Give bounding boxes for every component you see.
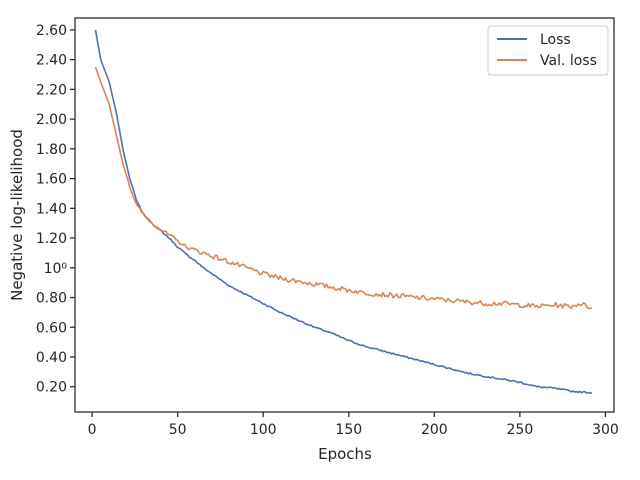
- y-tick-label: 0.40: [36, 350, 67, 366]
- y-tick-label: 0.20: [36, 380, 67, 396]
- x-tick-label: 100: [250, 422, 277, 438]
- x-tick-label: 50: [169, 422, 187, 438]
- y-tick-label: 2.40: [36, 53, 67, 69]
- series-line-loss: [94, 29, 593, 395]
- legend: Loss Val. loss: [487, 25, 609, 76]
- x-tick-label: 150: [335, 422, 362, 438]
- y-tick-label: 10⁰: [44, 261, 68, 277]
- x-tick-label: 250: [507, 422, 534, 438]
- x-axis-ticks: 0 50 100 150 200 250 300: [88, 412, 619, 438]
- y-tick-label: 0.60: [36, 320, 67, 336]
- plot-frame: [74, 17, 615, 413]
- y-axis-label: Negative log-likelihood: [8, 129, 26, 301]
- x-tick-label: 200: [421, 422, 448, 438]
- y-tick-label: 2.20: [36, 82, 67, 98]
- y-axis-ticks: 0.20 0.40 0.60 0.80 10⁰ 1.20 1.40 1.60 1.80 2.00 2…: [36, 23, 75, 396]
- legend-label-loss: Loss: [540, 32, 571, 48]
- y-tick-label: 1.20: [36, 231, 67, 247]
- y-tick-label: 0.80: [36, 291, 67, 307]
- x-tick-label: 0: [88, 422, 97, 438]
- series-group: [94, 29, 593, 395]
- y-tick-label: 1.60: [36, 172, 67, 188]
- y-tick-label: 1.80: [36, 142, 67, 158]
- x-tick-label: 300: [592, 422, 619, 438]
- y-tick-label: 1.40: [36, 201, 67, 217]
- x-axis-label: Epochs: [318, 445, 372, 463]
- legend-label-val-loss: Val. loss: [540, 53, 597, 69]
- y-tick-label: 2.00: [36, 112, 67, 128]
- series-line-val-loss: [94, 66, 593, 310]
- plot-area: 0 50 100 150 200 250 300 0.20 0.40 0.60 0.80 10⁰ 1.…: [36, 17, 619, 438]
- y-tick-label: 2.60: [36, 23, 67, 39]
